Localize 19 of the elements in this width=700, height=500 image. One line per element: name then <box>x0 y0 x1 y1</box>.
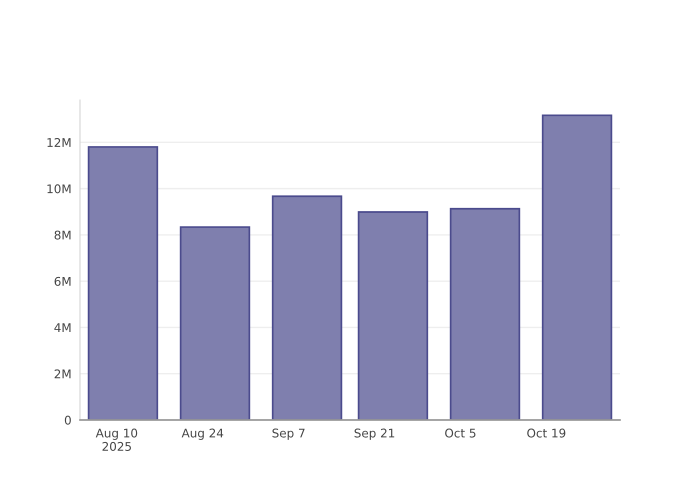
bar <box>450 208 520 420</box>
x-tick-label: Oct 5 <box>445 428 476 438</box>
y-tick-label: 4M <box>54 323 70 332</box>
bar <box>180 226 250 420</box>
bar <box>358 211 428 420</box>
y-tick-label: 12M <box>47 138 70 147</box>
y-tick-label: 8M <box>54 230 70 240</box>
y-tick-label: 2M <box>54 369 70 378</box>
y-tick-label: 6M <box>54 276 70 286</box>
x-tick-label: Aug 24 <box>182 428 224 440</box>
x-tick-label: Oct 19 <box>527 428 566 438</box>
bar <box>272 195 342 420</box>
bar <box>88 146 158 420</box>
x-tick-label: Sep 21 <box>354 428 394 440</box>
x-tick-label: Aug 10 2025 <box>96 428 138 451</box>
y-tick-label: 10M <box>47 184 70 194</box>
y-tick-label: 0 <box>64 416 71 425</box>
bar <box>542 114 612 420</box>
x-tick-label: Sep 7 <box>272 428 305 440</box>
